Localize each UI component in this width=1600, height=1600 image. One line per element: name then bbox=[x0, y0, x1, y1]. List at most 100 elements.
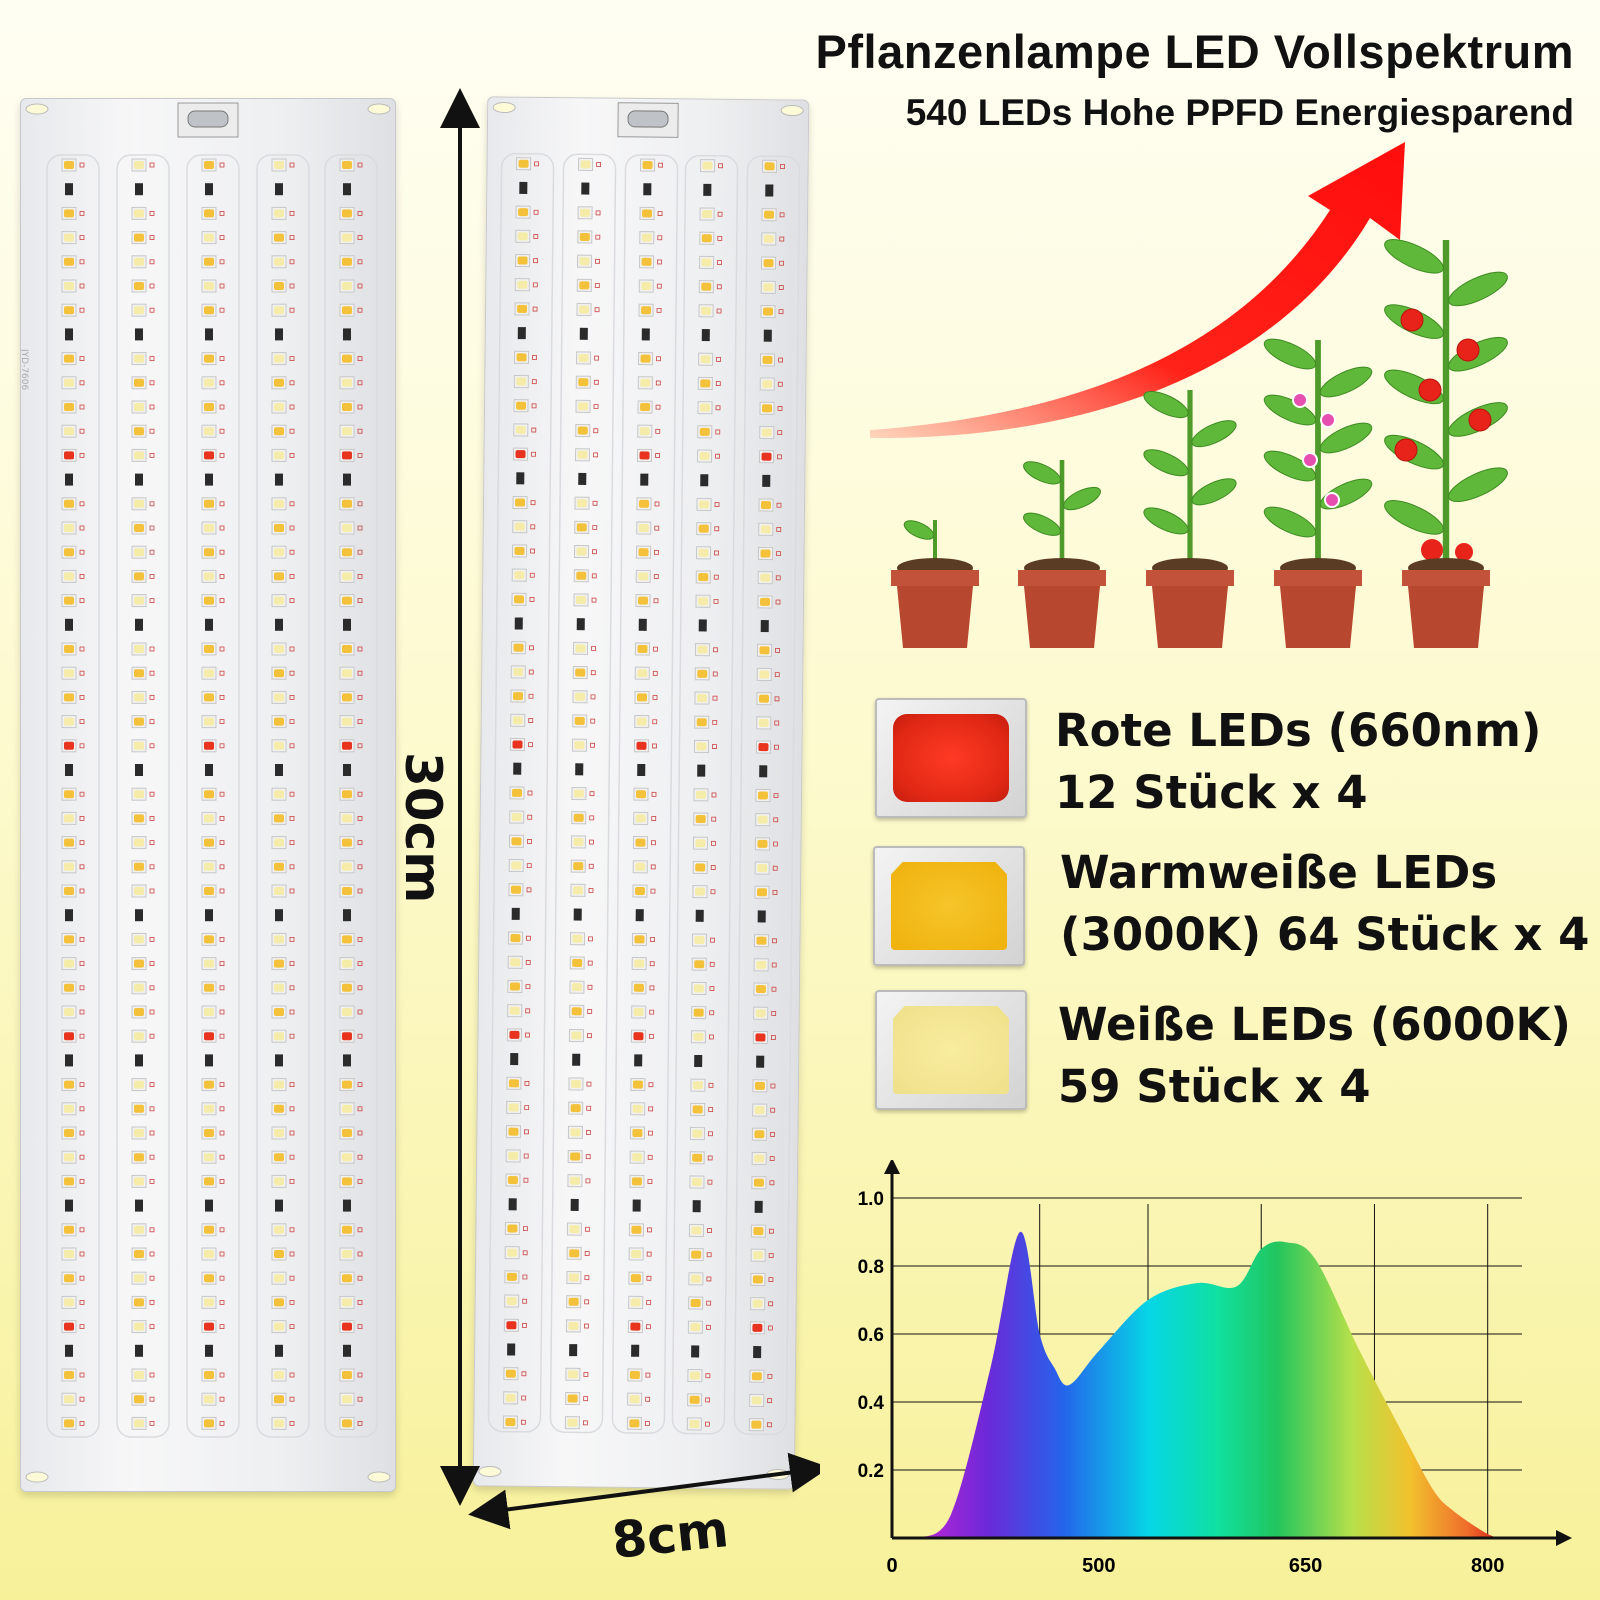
led-marker bbox=[357, 1396, 363, 1402]
led-chip bbox=[752, 1275, 763, 1284]
led-chip bbox=[579, 232, 590, 242]
plant-leaf bbox=[1023, 512, 1061, 536]
led-chip bbox=[342, 233, 352, 242]
led-chip bbox=[689, 1371, 700, 1380]
led-marker bbox=[149, 428, 155, 434]
led-marker bbox=[656, 307, 662, 313]
led-chip bbox=[693, 984, 704, 993]
resistor bbox=[579, 327, 588, 340]
led-marker bbox=[219, 961, 225, 966]
led-chip bbox=[134, 669, 144, 678]
led-marker bbox=[289, 259, 295, 265]
led-chip bbox=[632, 1104, 643, 1113]
led-marker bbox=[79, 283, 85, 289]
plant-leaf bbox=[1263, 394, 1317, 426]
led-marker bbox=[79, 162, 85, 168]
led-chip bbox=[641, 306, 652, 315]
led-marker bbox=[357, 1009, 363, 1015]
led-marker bbox=[79, 864, 85, 870]
led-marker bbox=[585, 1154, 591, 1160]
led-marker bbox=[531, 379, 537, 385]
resistor bbox=[343, 1054, 351, 1067]
pot-rim bbox=[1274, 570, 1362, 586]
led-marker bbox=[772, 889, 778, 895]
x-tick-label: 650 bbox=[1289, 1555, 1322, 1577]
pcb-trace bbox=[549, 153, 617, 1434]
led-marker bbox=[289, 573, 295, 579]
led-chip bbox=[274, 717, 284, 726]
led-marker bbox=[647, 1227, 652, 1233]
led-chip bbox=[762, 355, 773, 364]
led-marker bbox=[779, 212, 785, 218]
resistor bbox=[343, 764, 351, 776]
led-chip bbox=[204, 1371, 214, 1379]
led-marker bbox=[357, 791, 363, 797]
led-chip bbox=[691, 1250, 702, 1259]
led-chip bbox=[342, 887, 352, 895]
usb-c-port bbox=[627, 110, 669, 128]
led-chip bbox=[702, 161, 713, 170]
led-marker bbox=[592, 549, 597, 555]
resistor bbox=[753, 1346, 762, 1359]
resistor bbox=[135, 473, 143, 486]
led-chip bbox=[758, 743, 769, 752]
led-marker bbox=[593, 379, 599, 385]
plant-fruit bbox=[1456, 338, 1480, 362]
led-marker bbox=[149, 573, 155, 579]
led-chip bbox=[274, 645, 284, 653]
led-chip bbox=[689, 1395, 700, 1404]
resistor bbox=[205, 1344, 213, 1357]
led-chip bbox=[342, 669, 352, 678]
led-marker bbox=[645, 1396, 651, 1402]
led-marker bbox=[595, 234, 601, 240]
led-chip bbox=[134, 717, 144, 726]
led-chip bbox=[134, 645, 144, 653]
led-marker bbox=[771, 1035, 776, 1041]
led-marker bbox=[531, 427, 537, 433]
led-marker bbox=[289, 670, 295, 676]
led-marker bbox=[357, 452, 363, 458]
led-chip bbox=[760, 549, 771, 558]
led-marker bbox=[289, 1033, 295, 1039]
red-led-swatch bbox=[875, 698, 1027, 818]
led-marker bbox=[532, 306, 538, 312]
led-chip bbox=[633, 1032, 644, 1041]
led-chip bbox=[274, 838, 284, 847]
led-marker bbox=[655, 404, 661, 410]
led-chip bbox=[274, 1322, 284, 1331]
led-chip bbox=[274, 887, 284, 895]
led-marker bbox=[149, 961, 155, 966]
led-marker bbox=[79, 961, 85, 966]
led-chip bbox=[751, 1420, 762, 1429]
resistor bbox=[205, 764, 213, 776]
led-marker bbox=[521, 1371, 527, 1377]
led-marker bbox=[289, 235, 295, 241]
led-marker bbox=[586, 1105, 592, 1111]
led-chip bbox=[579, 305, 590, 314]
led-marker bbox=[357, 985, 363, 991]
led-marker bbox=[289, 283, 295, 289]
led-marker bbox=[149, 598, 155, 604]
led-chip bbox=[274, 1129, 284, 1137]
led-chip bbox=[64, 403, 74, 411]
led-chip bbox=[274, 572, 284, 581]
led-chip bbox=[204, 1129, 214, 1137]
led-chip bbox=[64, 741, 74, 750]
led-marker bbox=[289, 816, 295, 821]
resistor bbox=[275, 328, 283, 341]
resistor bbox=[343, 328, 351, 341]
led-marker bbox=[289, 985, 295, 991]
led-chip bbox=[757, 839, 768, 848]
led-chip bbox=[274, 524, 284, 532]
pot-body bbox=[1280, 586, 1356, 648]
led-marker bbox=[770, 1131, 775, 1137]
pot-rim bbox=[891, 570, 979, 586]
led-marker bbox=[522, 1274, 528, 1280]
led-marker bbox=[771, 1010, 777, 1016]
resistor bbox=[765, 184, 774, 197]
led-chip bbox=[204, 862, 214, 871]
plant-flower bbox=[1292, 392, 1308, 408]
pcb-trace bbox=[611, 154, 679, 1434]
led-chip bbox=[134, 1371, 144, 1379]
led-chip bbox=[274, 1032, 284, 1041]
